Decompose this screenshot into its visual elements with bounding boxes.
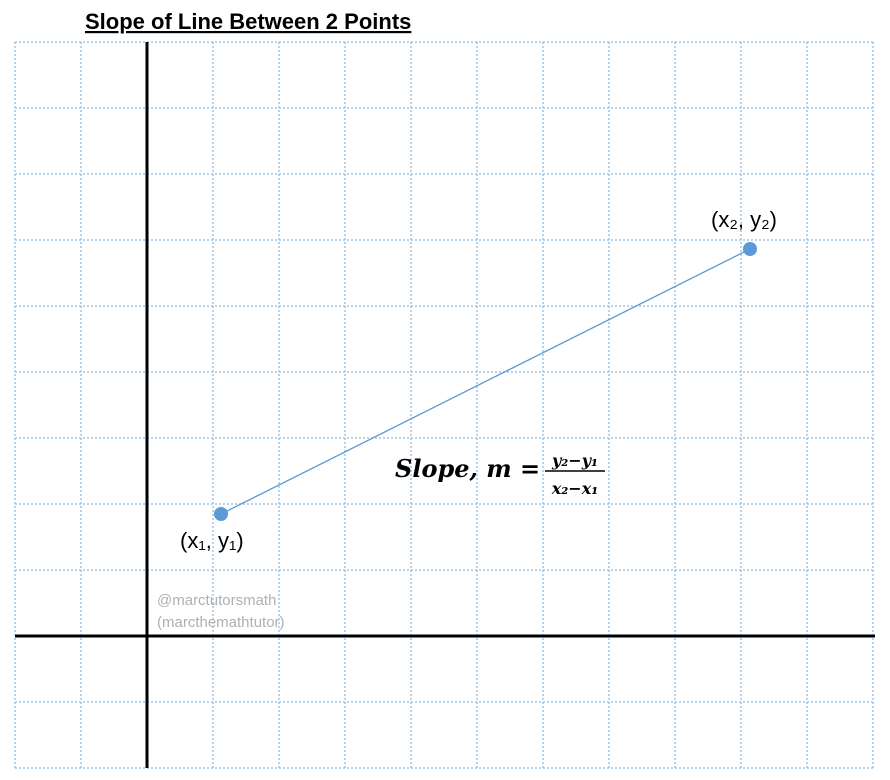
point [743, 242, 757, 256]
point-label: (x₂, y₂) [711, 207, 777, 232]
formula-lhs: Slope, m = [395, 454, 540, 483]
segment [220, 248, 751, 515]
watermark: (marcthemathtutor) [157, 614, 285, 631]
point [214, 507, 228, 521]
watermark: @marctutorsmath [157, 592, 276, 609]
formula-denominator: x₂−x₁ [551, 479, 599, 498]
grid [14, 41, 875, 769]
title: Slope of Line Between 2 Points [85, 9, 411, 34]
formula-numerator: y₂−y₁ [551, 451, 598, 470]
point-label: (x₁, y₁) [180, 528, 244, 553]
